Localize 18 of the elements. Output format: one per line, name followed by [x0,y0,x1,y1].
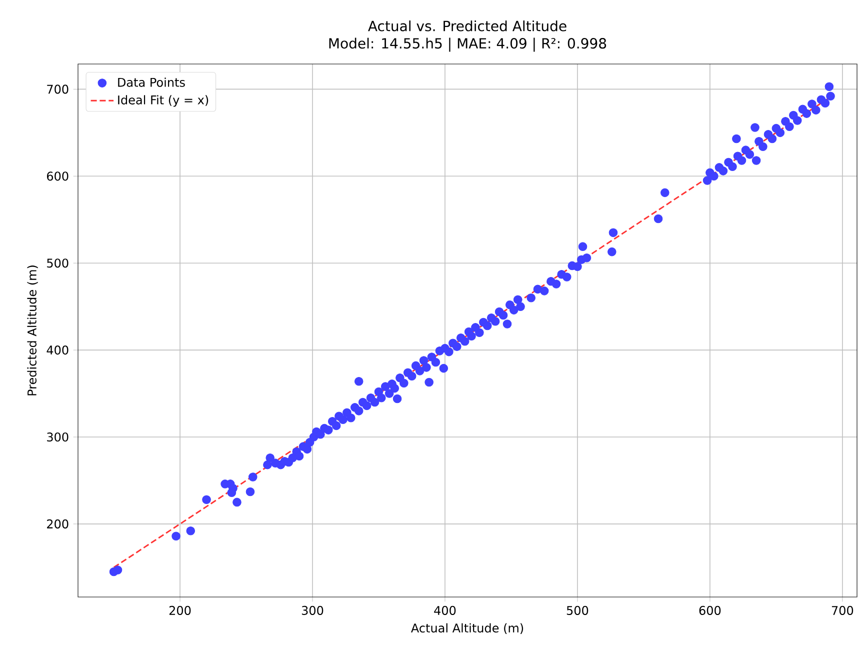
legend-label: Ideal Fit (y = x) [118,95,208,107]
x-tick-label: 700 [832,606,854,615]
y-tick-label: 200 [47,519,68,528]
x-axis-title: Actual Altitude (m) [411,623,524,634]
legend-label: Data Points [118,78,185,87]
x-tick-label: 200 [169,606,191,615]
x-tick-label: 400 [434,606,456,615]
x-tick-label: 500 [566,606,588,615]
y-tick-label: 400 [46,346,68,355]
chart-title: Actual vs. Predicted Altitude [368,20,566,32]
y-tick-label: 600 [47,172,68,181]
y-axis-title: Predicted Altitude (m) [27,266,38,396]
x-tick-label: 300 [302,606,324,615]
y-tick-label: 700 [47,84,68,94]
y-tick-label: 500 [47,258,68,268]
x-tick-label: 600 [699,606,721,615]
y-tick-label: 300 [47,432,68,442]
chart-subtitle: Model: 14.55.h5 | MAE: 4.09 | R²: 0.998 [329,38,606,52]
